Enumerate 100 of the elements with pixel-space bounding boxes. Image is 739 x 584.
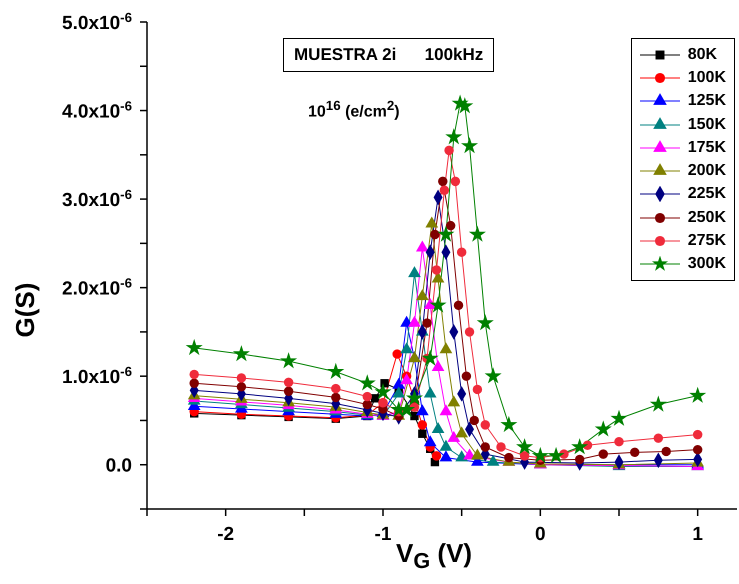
point (610, 410, 628, 426)
point (422, 350, 439, 366)
point (416, 289, 429, 300)
point (440, 450, 452, 462)
point (380, 379, 389, 388)
point (464, 327, 474, 337)
point (422, 318, 432, 328)
point (462, 371, 472, 381)
point (689, 386, 706, 403)
point (480, 442, 490, 452)
point (438, 176, 448, 186)
point (476, 314, 494, 330)
point (232, 345, 250, 362)
y-axis-title: G(S) (10, 282, 40, 340)
point (392, 349, 402, 359)
point (392, 386, 406, 398)
legend-label: 225K (688, 185, 726, 204)
point (284, 386, 294, 396)
legend-label: 200K (688, 162, 726, 180)
point (424, 435, 437, 446)
y-tick-label: 5.0x10$^{-6}$ (62, 10, 132, 34)
point (392, 378, 406, 389)
point (472, 384, 482, 394)
point (437, 226, 454, 242)
point (454, 300, 464, 310)
point (418, 430, 427, 438)
point (440, 342, 452, 354)
point (400, 342, 413, 354)
point (504, 452, 514, 462)
annotation: 10$^{16}$ (e/cm$^{2}$) (308, 98, 400, 122)
legend-label: 300K (688, 255, 726, 274)
y-tick-label: 4.0x10$^{-6}$ (62, 98, 132, 123)
point (358, 374, 376, 391)
point (692, 444, 702, 454)
legend-label: 175K (688, 138, 726, 157)
point (440, 186, 450, 195)
point (445, 128, 462, 144)
point (692, 430, 702, 440)
point (362, 392, 372, 402)
point (400, 373, 413, 384)
point (484, 367, 502, 384)
point (406, 389, 423, 406)
point (432, 422, 444, 433)
legend-label: 100K (688, 68, 726, 87)
point (331, 384, 341, 394)
legend-label: 250K (688, 208, 726, 227)
point (432, 265, 442, 275)
point (446, 220, 456, 230)
point (236, 382, 246, 392)
point (654, 433, 664, 443)
point (594, 420, 612, 437)
point (362, 400, 372, 410)
x-tick-label: 1 (692, 524, 704, 545)
point (186, 338, 203, 356)
point (424, 386, 437, 398)
y-tick-label: 1.0x10$^{-6}$ (62, 364, 132, 388)
point (496, 442, 506, 452)
point (486, 454, 500, 466)
point (455, 450, 468, 462)
legend-label: 125K (688, 92, 726, 110)
x-axis-title: V$_{G}$ (V) (396, 538, 472, 574)
point (440, 404, 452, 416)
point (444, 146, 454, 156)
point (614, 436, 624, 446)
point (571, 438, 588, 454)
point (516, 438, 534, 454)
point (500, 416, 518, 432)
y-tick-label: 3.0x10$^{-6}$ (62, 186, 132, 212)
annotation: MUESTRA 2i 100kHz (283, 38, 494, 72)
point (468, 226, 486, 242)
point (408, 266, 421, 278)
point (416, 240, 429, 252)
y-tick-label: 0.0 (106, 456, 132, 477)
point (425, 216, 438, 228)
point (430, 230, 440, 240)
point (189, 378, 199, 388)
x-tick-label: 0 (535, 524, 546, 545)
point (471, 448, 484, 460)
point (661, 446, 671, 456)
point (432, 451, 442, 461)
point (461, 137, 478, 154)
point (456, 248, 466, 257)
point (284, 378, 294, 388)
point (236, 373, 246, 383)
point (447, 395, 460, 406)
point (374, 383, 392, 400)
point (189, 370, 199, 380)
legend-label: 275K (688, 232, 726, 250)
x-tick-label: -2 (217, 524, 234, 545)
point (450, 176, 460, 186)
legend-label: 150K (688, 116, 726, 134)
legend-label: 80K (688, 46, 718, 64)
point (447, 430, 460, 442)
point (650, 396, 667, 412)
point (630, 448, 640, 458)
point (470, 416, 479, 426)
point (331, 392, 341, 402)
point (520, 451, 530, 461)
point (574, 454, 584, 464)
point (455, 426, 468, 438)
